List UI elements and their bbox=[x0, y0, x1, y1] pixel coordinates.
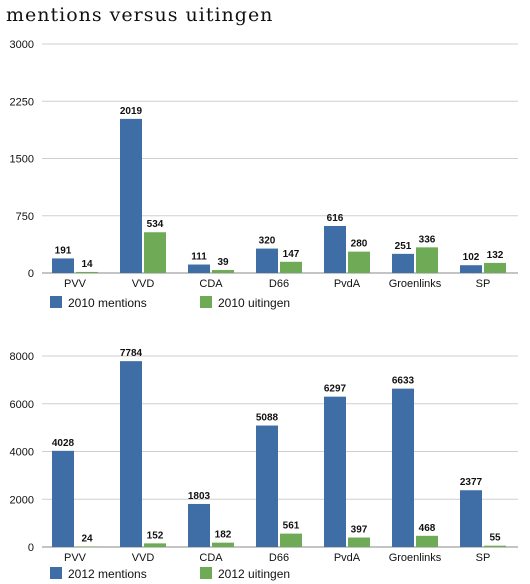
c2010-data-label: 111 bbox=[191, 252, 207, 263]
c2010-bar-2010-mentions-groenlinks bbox=[392, 253, 414, 273]
c2012-data-label: 6633 bbox=[392, 376, 415, 387]
c2012-x-tick-label: PVV bbox=[64, 552, 87, 564]
c2012-bar-2012-uitingen-vvd bbox=[144, 543, 166, 547]
c2012-bar-2012-uitingen-sp bbox=[484, 545, 506, 547]
c2010-data-label: 132 bbox=[487, 250, 504, 261]
c2012-bar-2012-mentions-pvda bbox=[324, 396, 346, 547]
c2012-x-tick-label: VVD bbox=[132, 552, 155, 564]
page-title: mentions versus uitingen bbox=[6, 4, 274, 26]
c2012-data-label: 182 bbox=[215, 530, 232, 541]
c2010-bar-2010-uitingen-pvda bbox=[348, 251, 370, 273]
c2010-x-tick-label: CDA bbox=[199, 278, 223, 290]
c2012-data-label: 6297 bbox=[324, 384, 347, 395]
c2012-bar-2012-uitingen-pvv bbox=[76, 546, 98, 547]
c2010-data-label: 191 bbox=[55, 245, 72, 256]
c2010-bar-2010-uitingen-pvv bbox=[76, 271, 98, 273]
c2012-y-tick-label: 0 bbox=[28, 542, 34, 554]
c2012-y-tick-label: 8000 bbox=[10, 351, 34, 363]
c2012-legend-label: 2012 mentions bbox=[68, 567, 147, 581]
c2012-bar-2012-mentions-groenlinks bbox=[392, 388, 414, 547]
c2010-y-tick-label: 750 bbox=[16, 211, 34, 223]
c2012-data-label: 4028 bbox=[52, 438, 75, 449]
c2012-legend-swatch-2012-mentions bbox=[50, 567, 62, 579]
c2012-x-tick-label: SP bbox=[476, 552, 491, 564]
c2010-data-label: 534 bbox=[147, 219, 164, 230]
c2012-x-tick-label: D66 bbox=[269, 552, 289, 564]
c2010-bar-2010-uitingen-vvd bbox=[144, 232, 166, 273]
chart-2010: 0 750 1500 2250 3000 191 14 PVV 2019 534 VVD 111 39 C… bbox=[10, 39, 518, 310]
c2012-legend-label: 2012 uitingen bbox=[218, 567, 290, 581]
c2012-data-label: 5088 bbox=[256, 413, 279, 424]
c2012-y-tick-label: 2000 bbox=[10, 494, 34, 506]
c2010-bar-2010-mentions-d66 bbox=[256, 248, 278, 273]
c2010-y-tick-label: 1500 bbox=[10, 154, 34, 166]
c2012-bar-2012-mentions-sp bbox=[460, 490, 482, 547]
c2010-bar-2010-mentions-sp bbox=[460, 265, 482, 273]
c2012-bar-2012-mentions-d66 bbox=[256, 425, 278, 547]
c2010-data-label: 2019 bbox=[120, 106, 143, 117]
c2010-data-label: 336 bbox=[419, 234, 436, 245]
c2010-bar-2010-uitingen-d66 bbox=[280, 261, 302, 273]
c2012-bar-2012-uitingen-d66 bbox=[280, 533, 302, 547]
c2010-x-tick-label: SP bbox=[476, 278, 491, 290]
c2010-legend-swatch-2010-uitingen bbox=[200, 296, 212, 308]
c2012-x-tick-label: PvdA bbox=[334, 552, 361, 564]
c2012-y-tick-label: 6000 bbox=[10, 399, 34, 411]
c2012-x-tick-label: CDA bbox=[199, 552, 223, 564]
c2012-data-label: 55 bbox=[489, 533, 501, 544]
c2012-bar-2012-uitingen-cda bbox=[212, 542, 234, 547]
c2010-x-tick-label: D66 bbox=[269, 278, 289, 290]
c2012-bar-2012-uitingen-pvda bbox=[348, 537, 370, 547]
c2010-bar-2010-mentions-cda bbox=[188, 264, 210, 273]
c2012-x-tick-label: Groenlinks bbox=[389, 552, 442, 564]
c2012-data-label: 2377 bbox=[460, 477, 483, 488]
c2010-bar-2010-mentions-vvd bbox=[120, 118, 142, 274]
c2012-bar-2012-mentions-cda bbox=[188, 503, 210, 547]
c2012-data-label: 24 bbox=[81, 533, 93, 544]
c2010-y-tick-label: 0 bbox=[28, 268, 34, 280]
c2010-bar-2010-uitingen-cda bbox=[212, 270, 234, 273]
c2012-y-tick-label: 4000 bbox=[10, 447, 34, 459]
c2012-bar-2012-mentions-pvv bbox=[52, 450, 74, 547]
c2012-data-label: 1803 bbox=[188, 491, 211, 502]
c2010-legend-label: 2010 uitingen bbox=[218, 296, 290, 310]
c2010-data-label: 39 bbox=[217, 257, 229, 268]
c2010-x-tick-label: PVV bbox=[64, 278, 87, 290]
c2010-data-label: 320 bbox=[259, 236, 276, 247]
c2012-data-label: 468 bbox=[419, 523, 436, 534]
c2010-bar-2010-mentions-pvda bbox=[324, 225, 346, 273]
c2010-data-label: 102 bbox=[463, 252, 480, 263]
c2010-data-label: 616 bbox=[327, 213, 344, 224]
c2010-data-label: 147 bbox=[283, 249, 300, 260]
c2010-bar-2010-mentions-pvv bbox=[52, 258, 74, 273]
c2010-data-label: 14 bbox=[81, 259, 93, 270]
c2010-bar-2010-uitingen-sp bbox=[484, 262, 506, 273]
c2010-legend-swatch-2010-mentions bbox=[50, 296, 62, 308]
c2010-y-tick-label: 3000 bbox=[10, 39, 34, 51]
c2012-bar-2012-uitingen-groenlinks bbox=[416, 535, 438, 547]
chart-2012: 0 2000 4000 6000 8000 4028 24 PVV 7784 152 VVD 1803… bbox=[10, 348, 518, 581]
c2012-data-label: 7784 bbox=[120, 348, 143, 359]
c2010-y-tick-label: 2250 bbox=[10, 96, 34, 108]
c2012-data-label: 561 bbox=[283, 521, 300, 532]
c2012-data-label: 397 bbox=[351, 525, 368, 536]
c2012-bar-2012-mentions-vvd bbox=[120, 361, 142, 547]
c2012-legend-swatch-2012-uitingen bbox=[200, 567, 212, 579]
c2010-data-label: 251 bbox=[395, 241, 412, 252]
c2010-x-tick-label: Groenlinks bbox=[389, 278, 442, 290]
c2010-legend-label: 2010 mentions bbox=[68, 296, 147, 310]
c2010-bar-2010-uitingen-groenlinks bbox=[416, 247, 438, 273]
c2010-x-tick-label: PvdA bbox=[334, 278, 361, 290]
c2010-data-label: 280 bbox=[351, 239, 368, 250]
c2010-x-tick-label: VVD bbox=[132, 278, 155, 290]
c2012-data-label: 152 bbox=[147, 530, 164, 541]
